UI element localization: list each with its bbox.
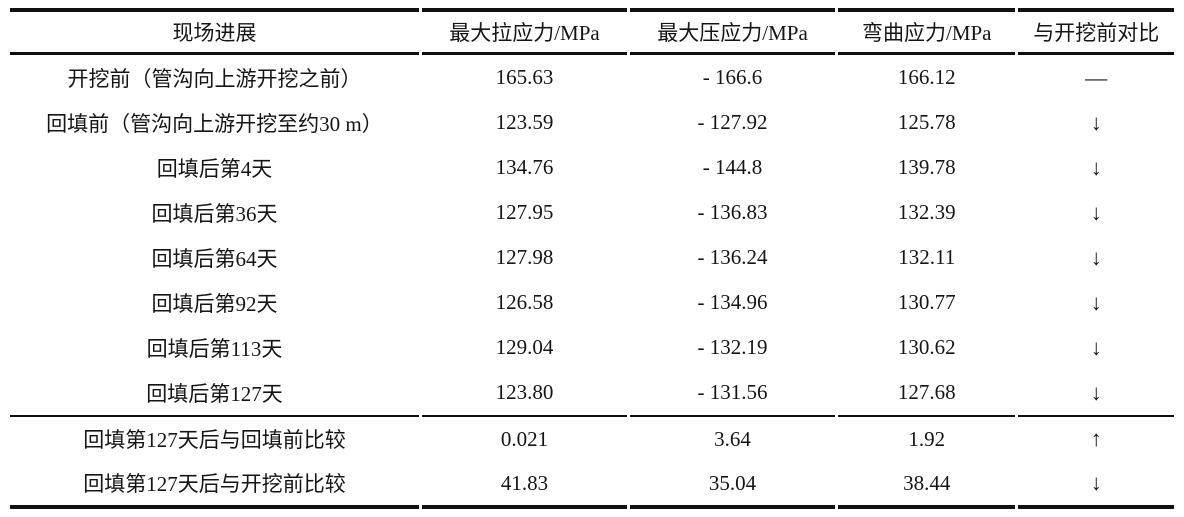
compressive-cell: - 131.56 [630,370,836,417]
bending-cell: 1.92 [908,426,946,451]
compressive-cell: - 136.83 [697,200,768,224]
tensile-cell: 127.98 [495,245,554,269]
tensile-cell: 134.76 [495,155,554,179]
header-cell-compressive: 最大压应力/MPa [630,8,836,55]
table-row: 回填后第64天 127.98 - 136.24 132.11 ↓ [10,235,1174,280]
data-rows: 开挖前（管沟向上游开挖之前） 165.63 - 166.6 166.12 — 回… [10,55,1174,417]
trend-cell: ↑ [1090,426,1102,451]
trend-cell: ↓ [1018,461,1174,509]
stress-results-table: 现场进展 最大拉应力/MPa 最大压应力/MPa 弯曲应力/MPa 与开挖前对比… [7,8,1177,509]
bending-cell: 166.12 [897,65,956,89]
table-row: 回填前（管沟向上游开挖至约30 m） 123.59 - 127.92 125.7… [10,100,1174,145]
tensile-cell: 165.63 [495,65,554,89]
bending-cell: 132.11 [898,245,956,269]
stage-cell: 回填后第127天 [10,370,419,417]
bending-cell: 130.77 [897,290,956,314]
compressive-cell: - 166.6 [702,65,763,89]
bending-cell: 125.78 [897,110,956,134]
trend-cell: ↓ [1090,334,1102,360]
trend-cell: — [1085,64,1108,90]
stage-cell: 回填前（管沟向上游开挖至约30 m） [46,111,383,136]
tensile-cell: 126.58 [495,290,554,314]
tensile-cell: 123.80 [421,370,627,417]
header-cell-tensile: 最大拉应力/MPa [421,8,627,55]
bending-cell: 132.39 [897,200,956,224]
tensile-cell: 0.021 [500,426,549,451]
trend-cell: ↓ [1018,370,1174,417]
table-row: 开挖前（管沟向上游开挖之前） 165.63 - 166.6 166.12 — [10,55,1174,100]
trend-cell: ↓ [1090,289,1102,315]
trend-cell: ↓ [1090,199,1102,225]
header-row: 现场进展 最大拉应力/MPa 最大压应力/MPa 弯曲应力/MPa 与开挖前对比 [10,8,1174,55]
bending-cell: 38.44 [838,461,1016,509]
stage-cell: 回填后第113天 [146,336,283,361]
summary-row: 回填第127天后与开挖前比较 41.83 35.04 38.44 ↓ [10,461,1174,509]
stage-cell: 回填后第92天 [151,291,278,316]
summary-rows: 回填第127天后与回填前比较 0.021 3.64 1.92 ↑ 回填第127天… [10,417,1174,509]
stage-cell: 回填后第64天 [151,246,278,271]
stage-cell: 回填后第36天 [151,201,278,226]
compressive-cell: - 144.8 [702,155,763,179]
bending-cell: 139.78 [897,155,956,179]
header-cell-stage: 现场进展 [10,8,419,55]
compressive-cell: 3.64 [714,426,751,451]
bending-cell: 127.68 [838,370,1016,417]
compressive-cell: 35.04 [630,461,836,509]
compressive-cell: - 136.24 [697,245,768,269]
tensile-cell: 129.04 [495,335,554,359]
table-row: 回填后第36天 127.95 - 136.83 132.39 ↓ [10,190,1174,235]
stage-cell: 开挖前（管沟向上游开挖之前） [67,66,362,91]
table-row: 回填后第127天 123.80 - 131.56 127.68 ↓ [10,370,1174,417]
table-row: 回填后第113天 129.04 - 132.19 130.62 ↓ [10,325,1174,370]
header-cell-bending: 弯曲应力/MPa [838,8,1016,55]
stage-cell: 回填第127天后与开挖前比较 [10,461,419,509]
summary-row: 回填第127天后与回填前比较 0.021 3.64 1.92 ↑ [10,417,1174,461]
tensile-cell: 127.95 [495,200,554,224]
header-cell-trend: 与开挖前对比 [1018,8,1174,55]
compressive-cell: - 127.92 [697,110,768,134]
stage-cell: 回填后第4天 [156,156,273,181]
table-header: 现场进展 最大拉应力/MPa 最大压应力/MPa 弯曲应力/MPa 与开挖前对比 [10,8,1174,55]
table-row: 回填后第4天 134.76 - 144.8 139.78 ↓ [10,145,1174,190]
bending-cell: 130.62 [897,335,956,359]
stage-cell: 回填第127天后与回填前比较 [83,428,346,452]
trend-cell: ↓ [1090,154,1102,180]
trend-cell: ↓ [1090,109,1102,135]
trend-cell: ↓ [1090,244,1102,270]
tensile-cell: 123.59 [495,110,554,134]
compressive-cell: - 132.19 [697,335,768,359]
tensile-cell: 41.83 [421,461,627,509]
table-row: 回填后第92天 126.58 - 134.96 130.77 ↓ [10,280,1174,325]
compressive-cell: - 134.96 [697,290,768,314]
